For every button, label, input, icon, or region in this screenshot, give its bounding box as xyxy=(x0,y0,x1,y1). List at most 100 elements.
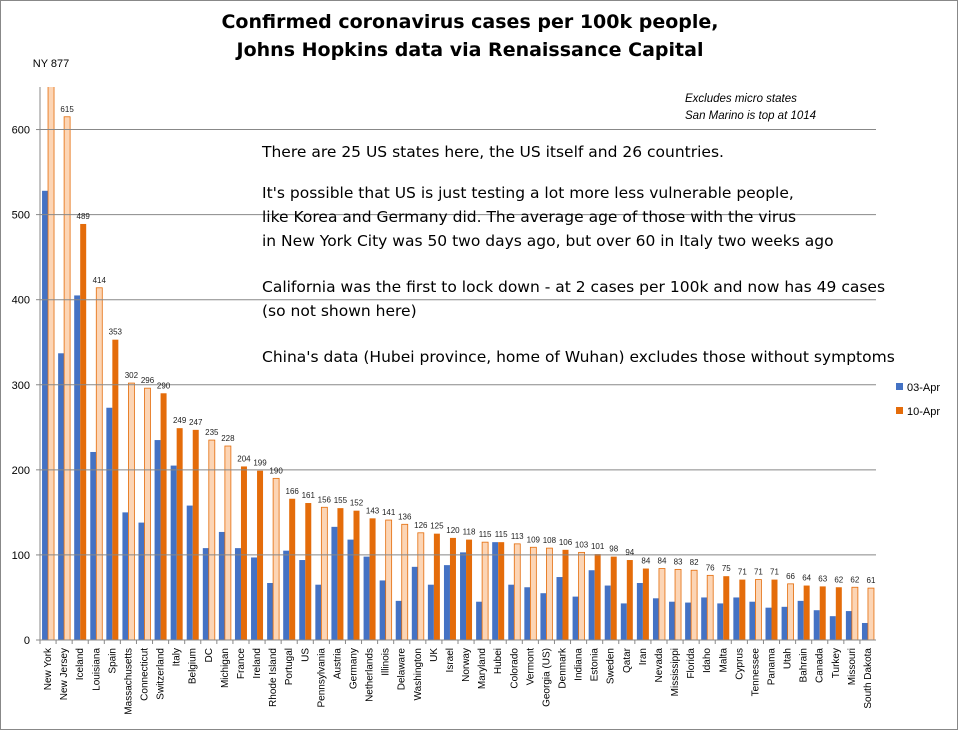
note: It's possible that US is just testing a … xyxy=(262,184,794,202)
bar xyxy=(717,603,724,640)
x-tick-label: Nevada xyxy=(654,648,665,683)
note: like Korea and Germany did. The average … xyxy=(262,208,796,226)
bar xyxy=(289,498,296,640)
bar xyxy=(845,611,852,640)
note: China's data (Hubei province, home of Wu… xyxy=(262,348,895,366)
bar xyxy=(674,568,682,641)
value-label: 101 xyxy=(591,542,605,551)
bar xyxy=(192,429,199,640)
value-label: 115 xyxy=(495,530,508,539)
x-tick-label: Qatar xyxy=(622,647,633,673)
x-tick-label: Idaho xyxy=(702,648,713,673)
bar xyxy=(240,466,247,640)
value-label: 71 xyxy=(754,568,763,577)
bar xyxy=(449,537,456,640)
note: (so not shown here) xyxy=(262,302,417,320)
bar xyxy=(320,506,328,641)
value-label: 82 xyxy=(690,558,699,567)
y-tick-label: 500 xyxy=(12,210,30,222)
value-label: 75 xyxy=(722,564,731,573)
value-label: 63 xyxy=(818,574,827,583)
bar xyxy=(353,510,360,640)
x-tick-label: Italy xyxy=(172,648,183,666)
x-tick-label: Israel xyxy=(445,648,456,672)
x-tick-label: Denmark xyxy=(558,647,569,689)
bar xyxy=(706,574,714,641)
bar xyxy=(385,519,393,641)
value-label: 414 xyxy=(93,276,107,285)
x-tick-label: Georgia (US) xyxy=(541,648,552,707)
bar xyxy=(508,584,515,640)
bar xyxy=(723,576,730,640)
value-label: 353 xyxy=(109,328,123,337)
value-label: 152 xyxy=(350,499,364,508)
bar xyxy=(95,287,103,641)
bar xyxy=(331,526,338,640)
bar xyxy=(466,539,473,640)
x-tick-label: Rhode Island xyxy=(268,648,279,707)
bar xyxy=(347,539,354,640)
bar xyxy=(819,586,826,640)
x-tick-label: South Dakota xyxy=(863,648,874,709)
x-tick-label: Connecticut xyxy=(140,648,151,701)
bar xyxy=(106,407,113,640)
bar xyxy=(218,531,225,640)
value-label: 296 xyxy=(141,376,155,385)
x-tick-label: Switzerland xyxy=(156,648,167,700)
y-tick-label: 0 xyxy=(24,635,30,647)
bar xyxy=(315,584,322,640)
bar xyxy=(861,622,868,640)
x-tick-label: Cyprus xyxy=(734,648,745,680)
bar xyxy=(186,505,193,640)
chart-title: Johns Hopkins data via Renaissance Capit… xyxy=(235,39,704,61)
x-tick-label: Tennessee xyxy=(750,648,761,697)
x-tick-label: Sweden xyxy=(606,648,617,684)
bar xyxy=(556,577,563,640)
x-tick-label: US xyxy=(300,648,311,662)
value-label: 106 xyxy=(559,538,573,547)
bar xyxy=(305,503,312,640)
bar xyxy=(128,382,135,641)
x-tick-label: Malta xyxy=(718,648,729,673)
bar xyxy=(138,522,145,640)
x-tick-label: Turkey xyxy=(831,648,842,678)
bar xyxy=(620,603,627,640)
x-tick-label: France xyxy=(236,648,247,680)
value-label: 235 xyxy=(205,428,219,437)
bar xyxy=(401,523,409,641)
legend-swatch xyxy=(896,383,903,390)
x-tick-label: Iran xyxy=(638,648,649,665)
bar xyxy=(460,552,467,640)
bar xyxy=(176,428,183,640)
note: California was the first to lock down - … xyxy=(262,278,885,296)
bar xyxy=(562,549,569,640)
bar xyxy=(427,584,434,640)
legend-label: 03-Apr xyxy=(907,382,940,394)
x-tick-label: Delaware xyxy=(397,648,408,691)
x-tick-label: Utah xyxy=(783,648,794,669)
bar xyxy=(749,601,756,640)
x-tick-label: New York xyxy=(43,647,54,690)
x-tick-label: Vermont xyxy=(525,648,536,685)
x-tick-label: DC xyxy=(204,648,215,662)
x-tick-label: Mississippi xyxy=(670,648,681,696)
x-tick-label: Ireland xyxy=(252,648,263,679)
bar xyxy=(379,580,386,640)
value-label: 98 xyxy=(609,545,618,554)
x-tick-label: Missouri xyxy=(847,648,858,685)
x-tick-label: Canada xyxy=(815,648,826,683)
bar xyxy=(652,598,659,640)
bar xyxy=(63,116,71,641)
bar xyxy=(636,582,643,640)
note: in New York City was 50 two days ago, bu… xyxy=(262,232,834,250)
bar xyxy=(546,547,553,641)
bar xyxy=(476,601,483,640)
bar xyxy=(395,600,402,640)
x-tick-label: Belgium xyxy=(188,648,199,684)
x-tick-label: Illinois xyxy=(381,648,392,676)
bar xyxy=(513,543,521,641)
corner-note: Excludes micro states xyxy=(685,93,797,105)
value-label: 247 xyxy=(189,418,203,427)
value-label: NY 877 xyxy=(33,58,70,70)
